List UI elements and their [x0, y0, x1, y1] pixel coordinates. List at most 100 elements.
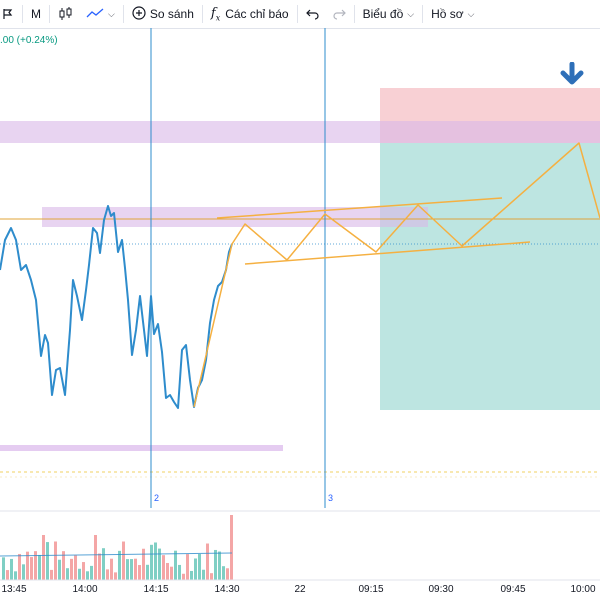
price-change-legend: .00 (+0.24%) [0, 35, 58, 46]
candles-icon[interactable] [52, 0, 80, 28]
volume-bar [114, 572, 117, 580]
volume-bar [26, 551, 29, 580]
volume-bar [38, 554, 41, 580]
redo-icon[interactable] [326, 0, 352, 28]
volume-bar [158, 548, 161, 580]
volume-bar [54, 541, 57, 580]
volume-bar [226, 568, 229, 580]
volume-bar [122, 541, 125, 580]
volume-bar [18, 553, 21, 580]
volume-bar [46, 542, 49, 580]
projection-path[interactable] [193, 142, 600, 408]
volume-bar [210, 573, 213, 580]
profile-menu-button[interactable]: Hồ sơ ⌵ [425, 0, 480, 28]
volume-bar [10, 558, 13, 580]
volume-bars [2, 515, 233, 580]
time-axis-label: 13:45 [1, 584, 27, 595]
marker-label-2: 2 [154, 493, 160, 503]
volume-bar [214, 549, 217, 580]
volume-bar [58, 559, 61, 580]
time-axis-label: 14:30 [214, 584, 240, 595]
volume-bar [118, 550, 121, 580]
volume-bar [110, 558, 113, 580]
volume-bar [190, 570, 193, 580]
volume-bar [202, 569, 205, 580]
volume-bar [182, 573, 185, 580]
line-chart-icon [86, 7, 104, 22]
volume-average-line [0, 552, 233, 557]
chart-menu-label: Biểu đồ [362, 7, 404, 21]
volume-bar [86, 571, 89, 580]
compare-label: So sánh [149, 7, 194, 21]
volume-bar [178, 564, 181, 580]
volume-bar [170, 566, 173, 580]
time-axis-label: 14:00 [72, 584, 98, 595]
volume-bar [130, 559, 133, 580]
chevron-down-icon: ⌵ [467, 8, 475, 19]
channel-lower-line[interactable] [244, 241, 531, 265]
volume-bar [66, 568, 69, 580]
volume-bar [2, 557, 5, 580]
volume-bar [154, 542, 157, 580]
chart-menu-button[interactable]: Biểu đồ ⌵ [357, 0, 421, 28]
volume-bar [198, 554, 201, 580]
chevron-down-icon: ⌵ [407, 8, 415, 19]
support-zone-lower[interactable] [0, 445, 283, 451]
profile-menu-label: Hồ sơ [431, 7, 464, 21]
interval-label: M [31, 7, 41, 21]
volume-bar [174, 550, 177, 580]
volume-bar [126, 559, 129, 580]
resistance-zone-upper[interactable] [0, 121, 600, 143]
time-axis-label: 14:15 [143, 584, 169, 595]
volume-bar [42, 535, 45, 580]
volume-bar [138, 565, 141, 580]
marker-label-3: 3 [328, 493, 334, 503]
undo-icon[interactable] [300, 0, 326, 28]
volume-bar [142, 548, 145, 580]
time-axis-label: 09:45 [500, 584, 526, 595]
interval-button[interactable]: M [25, 0, 47, 28]
chart-type-dropdown[interactable]: ⌵ [80, 0, 121, 28]
time-axis-label: 09:15 [358, 584, 384, 595]
toolbar-separator [49, 5, 50, 23]
volume-bar [30, 557, 33, 580]
volume-bar [94, 535, 97, 580]
fx-icon: fx [210, 5, 221, 23]
volume-bar [34, 551, 37, 580]
arrow-down-icon[interactable] [560, 61, 584, 88]
top-toolbar: M ⌵ So sánh fx Các chỉ báo Biểu đồ ⌵ [0, 0, 600, 29]
volume-bar [90, 565, 93, 580]
take-profit-zone[interactable] [380, 143, 600, 410]
toolbar-separator [201, 5, 203, 23]
toolbar-separator [122, 5, 124, 23]
volume-bar [134, 558, 137, 580]
indicators-button[interactable]: fx Các chỉ báo [205, 0, 295, 28]
volume-bar [194, 558, 197, 580]
add-circle-icon [132, 5, 146, 23]
volume-bar [78, 568, 81, 580]
volume-bar [22, 564, 25, 580]
toolbar-separator [22, 5, 23, 23]
volume-bar [150, 544, 153, 580]
volume-bar [98, 553, 101, 580]
compare-button[interactable]: So sánh [126, 0, 200, 28]
volume-bar [106, 569, 109, 580]
volume-bar [82, 562, 85, 580]
volume-bar [222, 566, 225, 580]
volume-bar [166, 562, 169, 580]
volume-bar [6, 570, 9, 580]
time-axis-label: 22 [294, 584, 306, 595]
volume-bar [102, 548, 105, 580]
toolbar-separator [296, 5, 298, 23]
flag-icon[interactable] [0, 0, 20, 28]
toolbar-separator [353, 5, 355, 23]
toolbar-separator [422, 5, 424, 23]
volume-bar [14, 571, 17, 580]
volume-bar [146, 564, 149, 580]
channel-upper-line[interactable] [216, 197, 503, 219]
price-line[interactable] [0, 205, 233, 409]
chevron-down-icon: ⌵ [108, 8, 115, 19]
volume-bar [218, 551, 221, 580]
volume-bar [186, 554, 189, 580]
